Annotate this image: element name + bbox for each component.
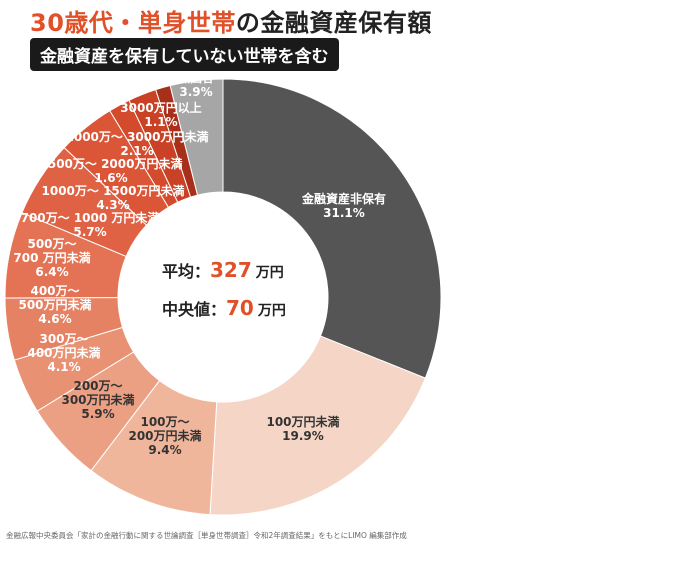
slice-value-text: 19.9%: [282, 429, 324, 443]
slice-label-text: 400万〜: [30, 284, 79, 298]
slice-label-100万〜-200万円未満: 100万〜 200万円未満 9.4%: [128, 415, 201, 457]
slice-labels: 金融資産非保有 31.1% 100万円未満 19.9% 100万〜 200万円未満 9.4%…: [13, 70, 386, 457]
slice-label-無回答: 無回答 3.9%: [178, 70, 215, 99]
slice-label-text: 200万〜: [73, 379, 122, 393]
slice-label-金融資産非保有: 金融資産非保有 31.1%: [301, 191, 386, 220]
slice-label-text: 700万〜 1000 万円未満: [21, 210, 160, 225]
slice-value-text: 5.7%: [73, 225, 106, 239]
slice-label-text: 100万〜: [140, 415, 189, 429]
slice-label-1500万〜-2000万円未満: 1500万〜 2000万円未満 1.6%: [40, 156, 183, 185]
slice-label-400万〜-500万円未満: 400万〜 500万円未満 4.6%: [18, 284, 91, 326]
slice-value-text: 5.9%: [81, 407, 114, 421]
slice-label-text: 1000万〜 1500万円未満: [42, 183, 185, 198]
slice-value-text: 31.1%: [323, 206, 365, 220]
average-label: 平均：: [162, 262, 210, 281]
slice-label-text: 金融資産非保有: [301, 191, 386, 206]
average-line: 平均：327 万円: [162, 258, 284, 282]
median-value: 70: [226, 296, 254, 320]
median-unit: 万円: [257, 303, 286, 319]
slice-value-text: 6.4%: [35, 265, 68, 279]
slice-label-700万〜-1000-万円未満: 700万〜 1000 万円未満 5.7%: [21, 210, 160, 239]
slice-label-text: 500万円未満: [18, 297, 91, 312]
slice-label-1000万〜-1500万円未満: 1000万〜 1500万円未満 4.3%: [42, 183, 185, 212]
source-note: 金融広報中央委員会「家計の金融行動に関する世論調査［単身世帯調査］令和2年調査結…: [6, 531, 407, 540]
slice-label-text: 200万円未満: [128, 428, 201, 443]
slice-value-text: 9.4%: [148, 443, 181, 457]
slice-label-text: 400万円未満: [27, 345, 100, 360]
chart-title-accent: 30歳代・単身世帯: [30, 9, 236, 37]
slice-label-text: 2000万〜 3000万円未満: [66, 129, 209, 144]
slice-100万円未満: [209, 335, 426, 516]
slice-value-text: 1.1%: [144, 115, 177, 129]
slice-label-text: 300万円未満: [61, 392, 134, 407]
slice-label-500万〜-700-万円未満: 500万〜 700 万円未満 6.4%: [13, 237, 90, 279]
median-label: 中央値：: [162, 300, 226, 319]
chart-subtitle: 金融資産を保有していない世帯を含む: [30, 38, 339, 71]
chart-title-rest: の金融資産保有額: [235, 9, 432, 37]
slice-label-3000万円以上: 3000万円以上 1.1%: [120, 100, 201, 129]
slice-label-text: 3000万円以上: [120, 100, 201, 115]
chart-title: 30歳代・単身世帯の金融資産保有額: [30, 3, 432, 38]
center-summary: 平均：327 万円 中央値：70 万円: [162, 258, 286, 320]
slice-value-text: 4.1%: [47, 360, 80, 374]
slice-label-text: 700 万円未満: [13, 250, 90, 265]
slice-value-text: 4.6%: [38, 312, 71, 326]
slice-label-text: 無回答: [178, 70, 215, 85]
slice-label-200万〜-300万円未満: 200万〜 300万円未満 5.9%: [61, 379, 134, 421]
slice-value-text: 2.1%: [120, 144, 153, 158]
donut-slices: [4, 78, 442, 516]
slice-label-text: 500万〜: [27, 237, 76, 251]
slice-label-2000万〜-3000万円未満: 2000万〜 3000万円未満 2.1%: [66, 129, 209, 158]
slice-label-text: 300万〜: [39, 332, 88, 346]
slice-無回答: [169, 78, 224, 196]
slice-value-text: 4.3%: [96, 198, 129, 212]
slice-value-text: 1.6%: [94, 171, 127, 185]
slice-金融資産非保有: [222, 78, 442, 379]
average-unit: 万円: [255, 265, 284, 281]
average-value: 327: [210, 258, 252, 282]
slice-label-text: 1500万〜 2000万円未満: [40, 156, 183, 171]
slice-label-100万円未満: 100万円未満 19.9%: [266, 414, 339, 443]
slice-label-text: 100万円未満: [266, 414, 339, 429]
median-line: 中央値：70 万円: [162, 296, 286, 320]
slice-label-300万〜-400万円未満: 300万〜 400万円未満 4.1%: [27, 332, 100, 374]
slice-value-text: 3.9%: [179, 85, 212, 99]
